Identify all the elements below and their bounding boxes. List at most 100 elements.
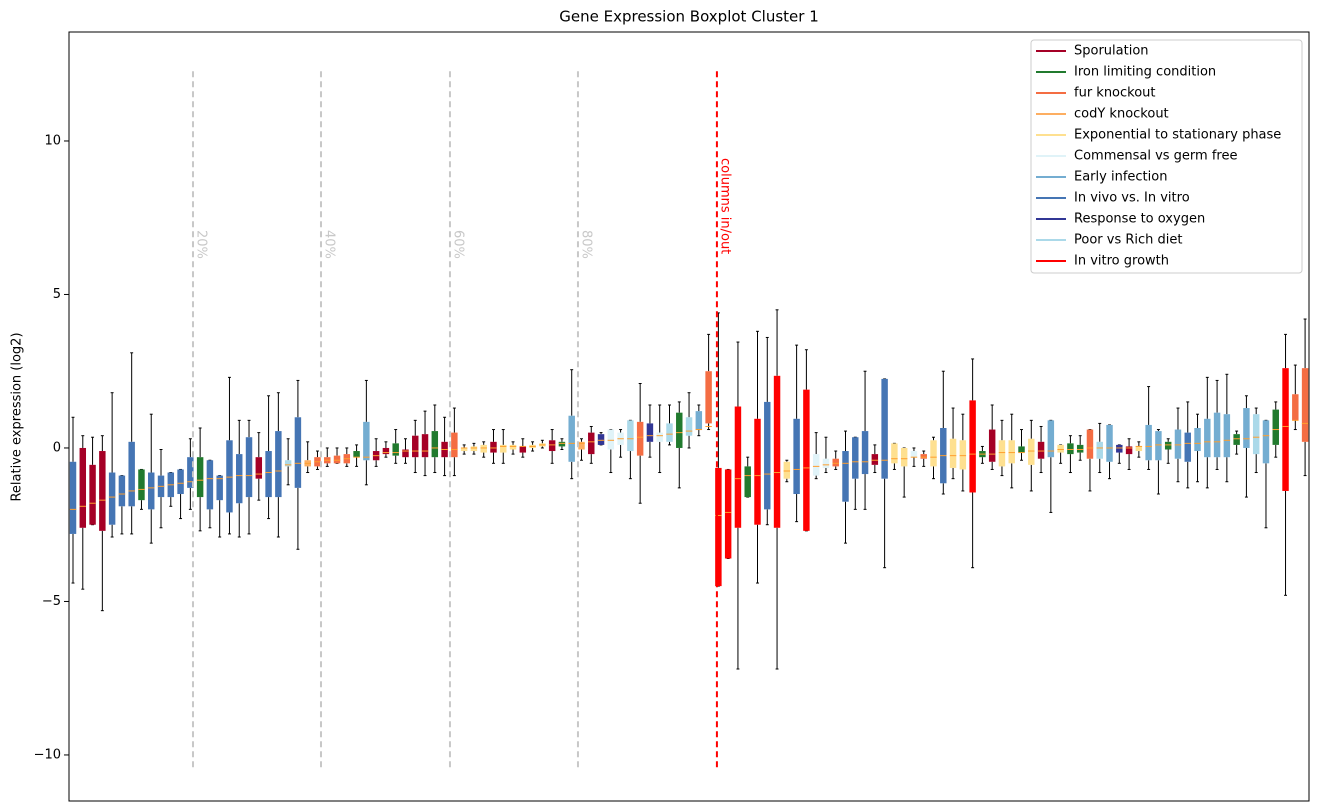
box: [627, 420, 634, 452]
box: [705, 371, 712, 424]
box: [1028, 438, 1035, 465]
box: [656, 432, 663, 442]
box: [1096, 441, 1103, 459]
box: [548, 440, 556, 452]
box: [900, 447, 908, 467]
box: [998, 440, 1006, 467]
legend-label: Exponential to stationary phase: [1074, 128, 1281, 143]
reference-line-label: 20%: [193, 230, 208, 259]
box: [99, 451, 106, 531]
box: [402, 449, 409, 458]
box: [588, 432, 595, 455]
box: [920, 454, 927, 459]
box: [382, 447, 390, 455]
box: [1243, 408, 1250, 448]
y-tick-label: −5: [42, 594, 61, 609]
box: [509, 444, 517, 450]
legend-label: Iron limiting condition: [1074, 65, 1216, 80]
box: [607, 429, 615, 450]
box: [431, 431, 439, 458]
chart-title: Gene Expression Boxplot Cluster 1: [559, 8, 819, 26]
box: [177, 469, 184, 495]
box: [1164, 441, 1172, 450]
box: [1037, 441, 1045, 459]
box: [138, 469, 145, 501]
box: [1252, 414, 1260, 455]
y-tick-label: −10: [34, 747, 61, 762]
box: [412, 435, 419, 458]
box: [284, 460, 292, 467]
box: [265, 451, 272, 498]
box: [715, 467, 722, 587]
box: [470, 446, 478, 452]
box: [460, 447, 468, 452]
box: [392, 443, 399, 456]
plot-area: 20% 40% 60% 80% columns in/out: [69, 67, 1309, 768]
box: [1125, 446, 1133, 455]
box: [812, 454, 820, 476]
box: [597, 434, 605, 445]
legend: Sporulation Iron limiting condition fur kn…: [1030, 39, 1303, 274]
box: [294, 417, 302, 488]
box: [568, 415, 575, 462]
legend-frame: [1030, 39, 1303, 274]
box: [988, 429, 996, 462]
legend-label: Poor vs Rich diet: [1074, 233, 1182, 248]
box: [724, 469, 732, 559]
box: [1194, 428, 1201, 452]
box: [69, 461, 77, 534]
box: [275, 431, 282, 498]
legend-label: codY knockout: [1074, 107, 1169, 122]
y-tick-label: 0: [53, 440, 61, 455]
box: [1282, 368, 1289, 491]
box: [421, 434, 429, 458]
box: [1008, 440, 1015, 464]
box: [1076, 444, 1084, 453]
box: [783, 461, 791, 479]
reference-line-label: 60%: [450, 230, 465, 259]
y-tick-label: 10: [44, 133, 61, 148]
box: [930, 440, 937, 467]
box: [255, 457, 263, 479]
box: [861, 431, 869, 475]
box: [236, 454, 243, 504]
box: [1204, 418, 1211, 458]
box: [881, 378, 888, 479]
box: [578, 441, 585, 450]
box: [196, 457, 204, 498]
box: [216, 475, 223, 501]
y-axis-label: Relative expression (log2): [10, 332, 25, 501]
box: [891, 443, 898, 464]
box: [451, 432, 458, 458]
reference-line-label: 40%: [321, 230, 336, 259]
reference-line-label: columns in/out: [717, 158, 732, 254]
box: [480, 444, 487, 453]
box: [793, 418, 800, 495]
box: [969, 400, 976, 493]
legend-label: In vivo vs. In vitro: [1074, 191, 1190, 206]
box: [1272, 409, 1279, 445]
box: [1301, 368, 1309, 442]
box: [1262, 420, 1270, 464]
box: [1018, 446, 1025, 453]
box: [1106, 424, 1113, 462]
box: [871, 454, 879, 465]
box: [1292, 394, 1299, 421]
box: [206, 460, 214, 510]
box: [187, 457, 194, 488]
legend-label: Sporulation: [1074, 44, 1149, 59]
box: [764, 401, 771, 510]
axes-frame: [68, 31, 1310, 802]
box: [1233, 434, 1240, 445]
box: [959, 440, 967, 470]
box: [226, 440, 233, 513]
box: [754, 418, 761, 525]
box: [1145, 424, 1152, 461]
box: [1057, 444, 1064, 453]
box: [852, 437, 859, 479]
box: [744, 466, 751, 498]
box: [1086, 429, 1094, 459]
box: [79, 447, 87, 528]
